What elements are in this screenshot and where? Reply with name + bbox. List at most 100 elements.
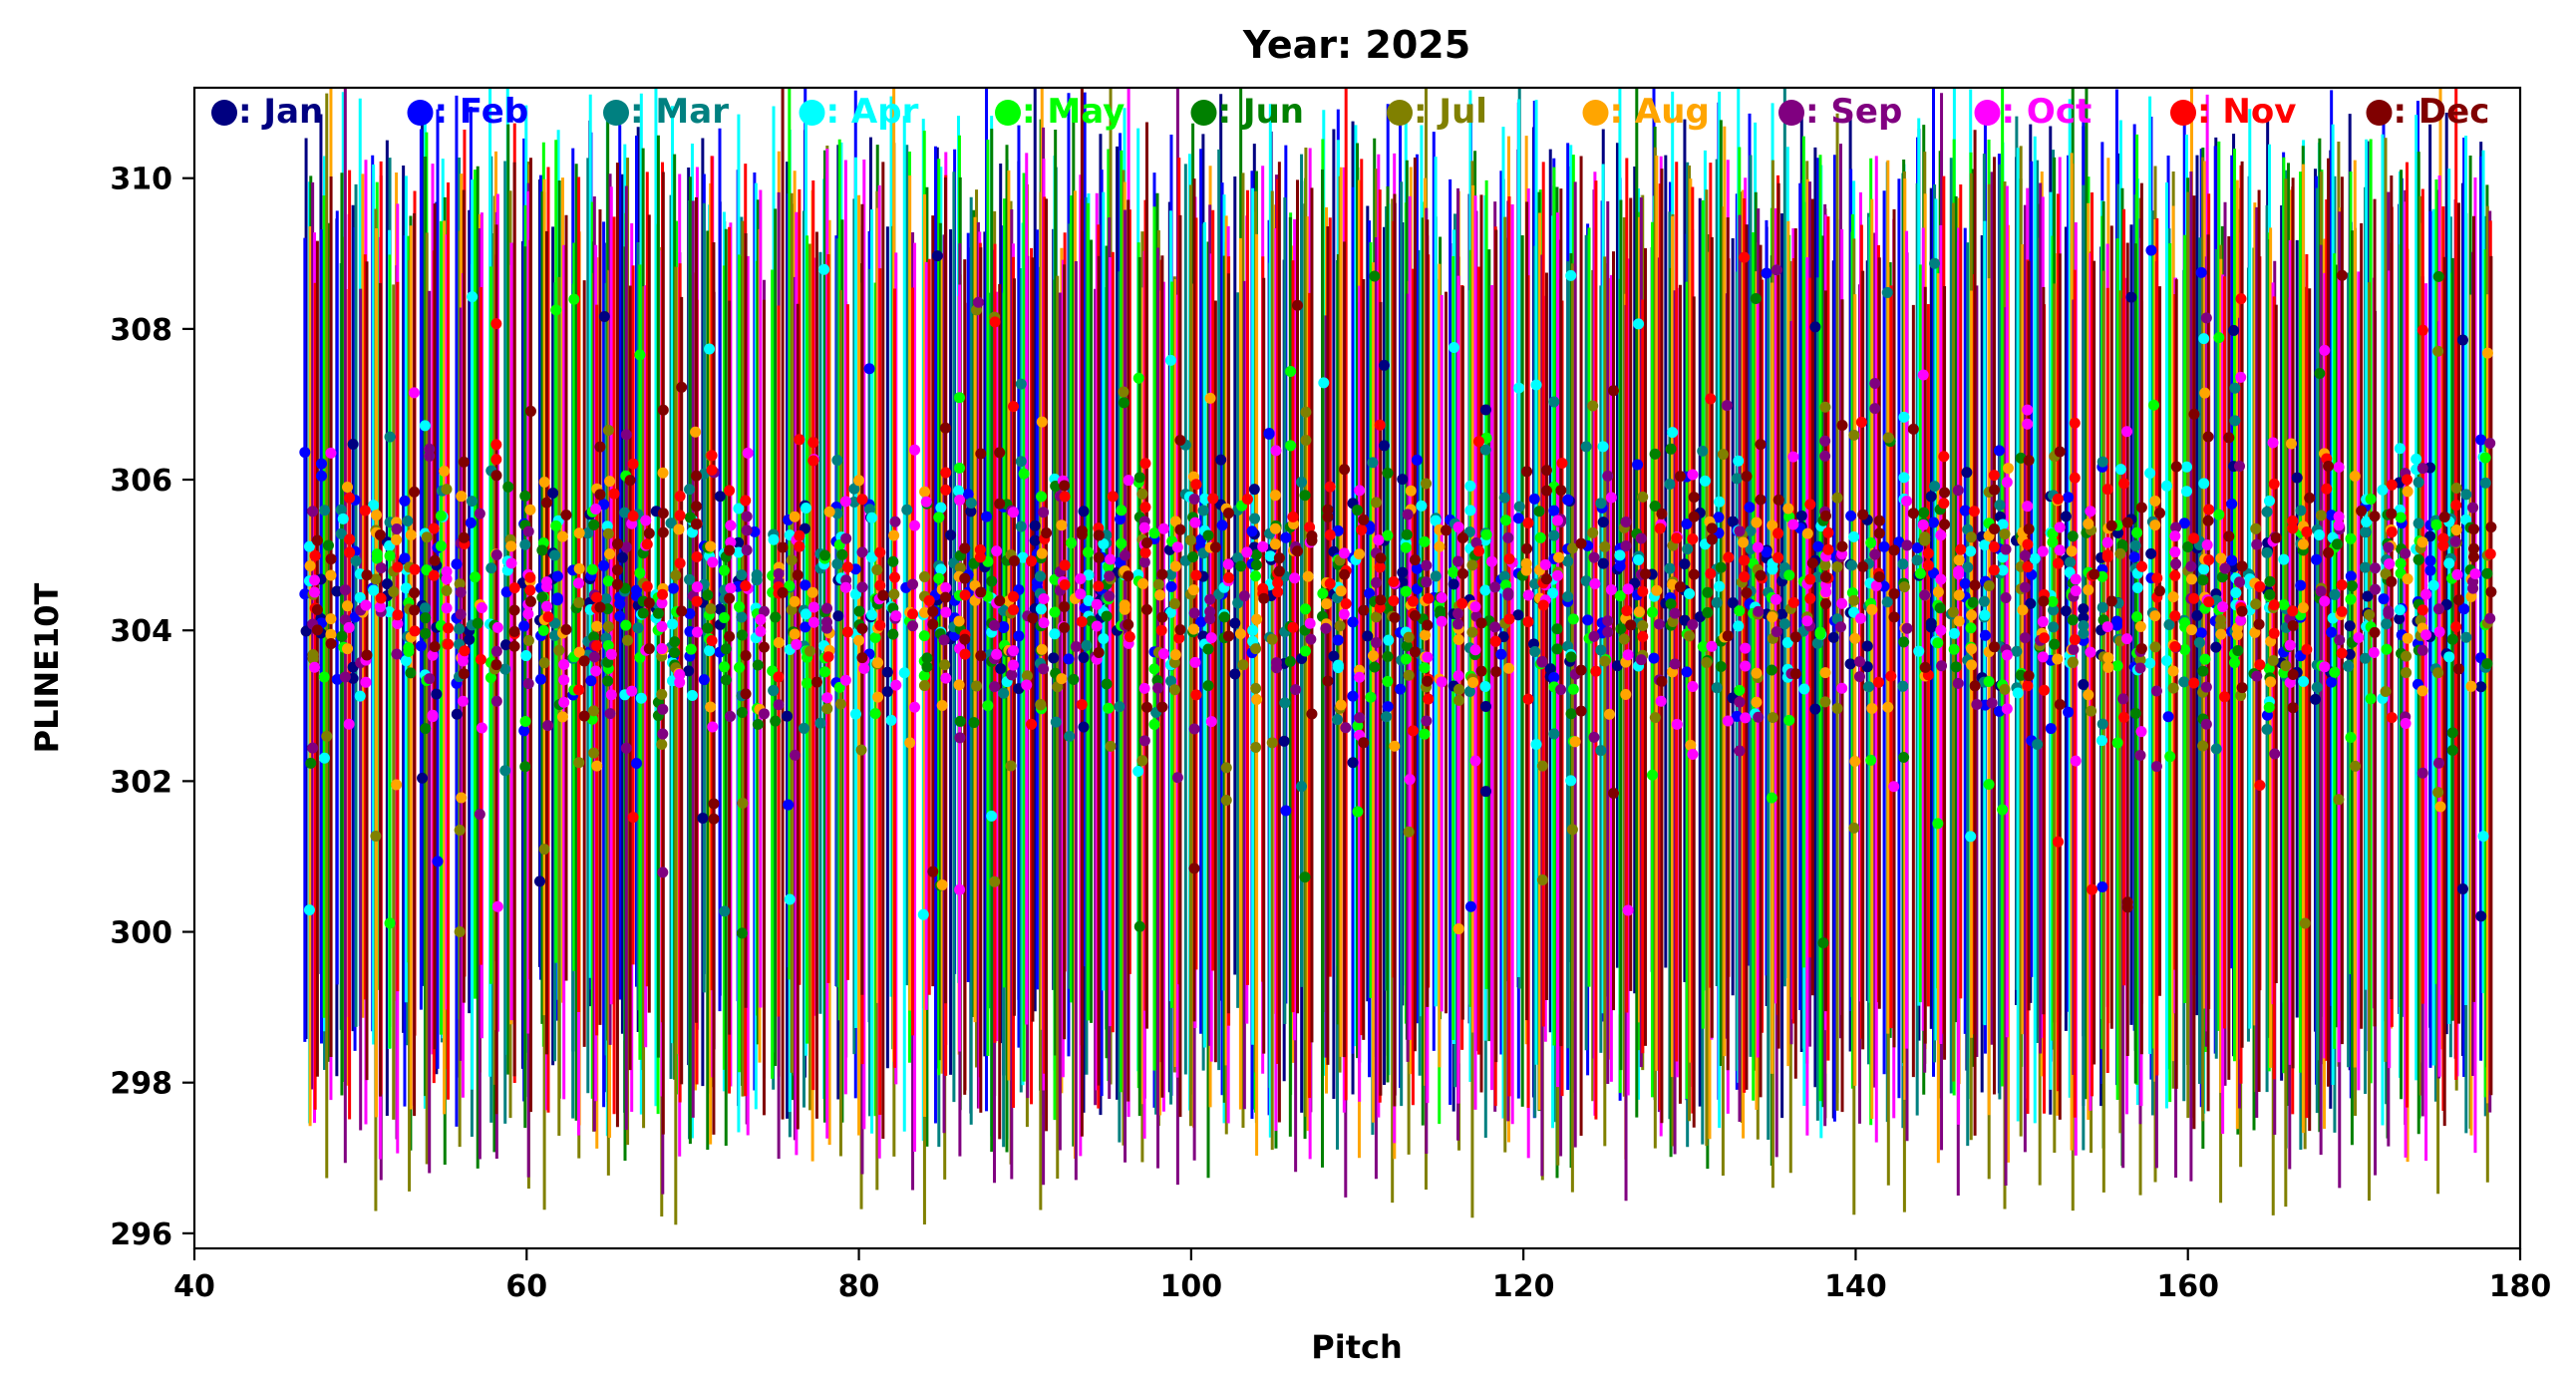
data-point-aug [556,711,568,723]
data-point-dec [2135,502,2147,514]
data-point-sep [1734,696,1746,708]
data-point-jun [336,630,348,642]
data-point-nov [1503,552,1515,564]
data-point-nov [2052,557,2064,569]
data-point-dec [2121,896,2133,908]
data-point-mar [1232,551,1244,563]
data-point-jul [1005,760,1017,772]
data-point-jul [2333,794,2345,806]
data-point-feb [399,552,411,564]
data-point-jul [834,698,846,710]
data-point-may [1082,546,1094,558]
data-point-nov [1955,543,1967,555]
data-point-jan [417,772,429,784]
data-point-oct [1469,601,1481,613]
data-point-oct [309,661,321,673]
data-point-apr [337,513,349,524]
data-point-jun [305,757,317,769]
data-point-nov [641,538,653,550]
data-point-jun [2331,538,2343,550]
data-point-jan [1328,650,1340,662]
data-point-oct [2101,621,2113,633]
data-point-jan [2310,693,2322,705]
data-point-sep [2383,605,2395,617]
data-point-jan [2078,678,2090,690]
data-point-sep [1853,671,1865,683]
data-point-jul [918,570,930,582]
data-point-nov [2450,500,2462,512]
data-point-jul [2432,787,2444,799]
data-point-oct [2121,633,2133,645]
data-point-dec [1322,675,1334,687]
data-point-jul [1819,559,1831,571]
data-point-aug [2102,652,2114,664]
data-point-apr [800,608,811,620]
data-point-oct [940,606,952,618]
data-point-nov [2336,605,2348,617]
data-point-aug [1169,516,1181,527]
data-point-nov [2484,548,2496,560]
data-point-jun [1202,643,1214,655]
data-point-apr [2144,468,2156,480]
data-point-nov [1723,551,1735,563]
data-point-nov [1241,494,1253,506]
data-point-jul [1300,434,1312,446]
data-point-jan [1448,578,1459,590]
data-point-mar [402,515,414,526]
data-point-nov [1938,498,1950,510]
data-point-nov [1787,596,1799,608]
data-point-oct [2121,426,2133,438]
data-point-dec [1059,600,1071,612]
data-point-sep [2019,581,2031,593]
data-point-aug [789,628,801,640]
data-point-nov [2022,538,2034,550]
data-point-jan [1215,454,1227,466]
y-tick-label: 308 [110,313,172,348]
data-point-dec [311,603,323,615]
data-point-jul [1266,633,1278,645]
data-point-jul [2450,482,2462,494]
data-point-aug [2149,495,2161,507]
data-point-oct [755,613,767,625]
data-point-dec [2154,585,2166,597]
data-point-may [1734,684,1746,696]
data-point-aug [1119,599,1130,611]
data-point-jan [714,603,726,615]
data-point-oct [954,494,966,506]
data-point-jul [1587,526,1599,538]
data-point-oct [674,669,686,681]
data-point-jan [1479,404,1491,416]
legend-marker [799,100,825,126]
data-point-may [550,304,562,316]
data-point-apr [2198,333,2210,345]
data-point-oct [1888,781,1900,793]
data-point-dec [524,405,536,417]
data-point-sep [1588,551,1600,563]
data-point-oct [1752,541,1764,553]
data-point-jul [1370,497,1382,509]
data-point-jun [986,575,998,587]
data-point-jul [1649,712,1661,724]
data-point-aug [872,657,884,669]
data-point-mar [831,558,843,570]
data-point-jun [1352,505,1364,517]
data-point-feb [2310,553,2322,565]
data-point-apr [2313,528,2325,540]
data-point-mar [466,496,478,508]
data-point-apr [1898,472,1910,484]
data-point-dec [676,381,688,393]
data-point-nov [1124,631,1135,643]
data-point-sep [1819,435,1831,447]
data-point-mar [1562,590,1574,602]
data-point-aug [1467,676,1479,688]
data-point-sep [725,710,737,722]
data-point-sep [1120,549,1131,561]
data-point-jun [2116,539,2128,551]
data-point-dec [1969,680,1981,692]
data-point-sep [821,622,833,634]
data-point-dec [2438,511,2450,522]
data-point-nov [1340,597,1352,609]
data-point-sep [2251,538,2263,550]
data-point-jun [720,643,732,655]
data-point-sep [741,544,753,556]
